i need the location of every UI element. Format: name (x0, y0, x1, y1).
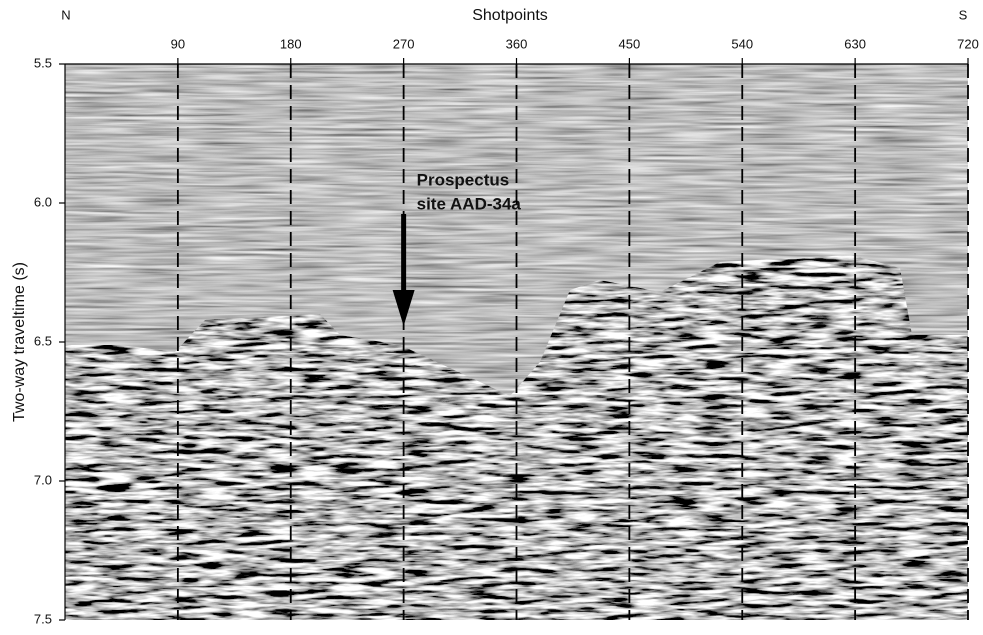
x-tick-label: 720 (957, 36, 979, 51)
y-tick-label: 7.5 (34, 611, 52, 626)
x-tick-label: 270 (393, 36, 415, 51)
x-tick-label: 540 (731, 36, 753, 51)
left-end-label: N (61, 7, 70, 22)
x-tick-label: 360 (506, 36, 528, 51)
y-tick-label: 7.0 (34, 472, 52, 487)
y-tick-label: 6.5 (34, 333, 52, 348)
y-tick-label: 6.0 (34, 194, 52, 209)
x-tick-label: 90 (171, 36, 185, 51)
chart-title: Shotpoints (472, 7, 548, 24)
x-tick-label: 450 (619, 36, 641, 51)
x-tick-label: 630 (844, 36, 866, 51)
annotation: Prospectus site AAD-34a (392, 170, 522, 326)
y-tick-label: 5.5 (34, 55, 52, 70)
annotation-text: site AAD-34a (417, 194, 522, 213)
right-end-label: S (959, 7, 968, 22)
y-axis-label: Two-way traveltime (s) (11, 262, 28, 422)
annotation-text: Prospectus (417, 170, 510, 189)
x-tick-label: 180 (280, 36, 302, 51)
annotation-arrow (392, 214, 415, 326)
